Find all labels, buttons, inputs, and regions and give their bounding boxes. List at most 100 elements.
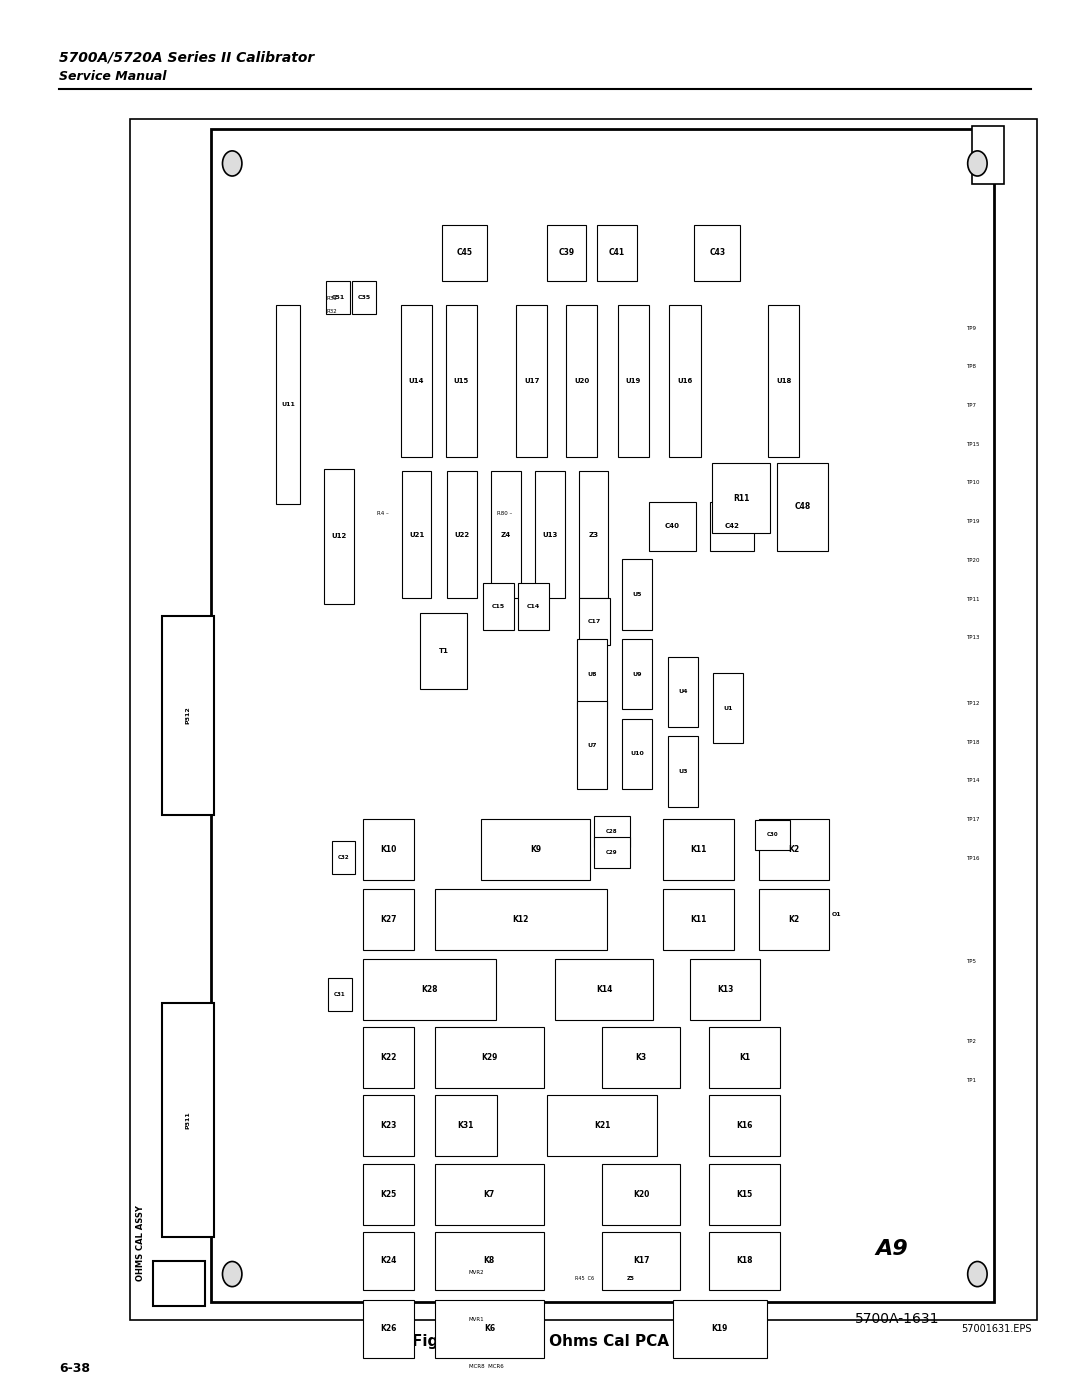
Bar: [491, 471, 521, 598]
Text: C28: C28: [606, 828, 618, 834]
Text: K6: K6: [484, 1324, 495, 1334]
Text: TP10: TP10: [967, 481, 980, 485]
Text: K12: K12: [513, 915, 529, 923]
Text: U20: U20: [575, 377, 590, 384]
Text: U7: U7: [588, 743, 596, 747]
Text: C51: C51: [332, 295, 345, 300]
Bar: [130, 119, 1037, 1320]
Text: T1: T1: [438, 648, 449, 654]
Bar: [328, 978, 352, 1011]
Text: K19: K19: [712, 1324, 728, 1334]
Text: K11: K11: [690, 845, 706, 854]
Text: K28: K28: [421, 985, 438, 995]
Text: U15: U15: [454, 377, 469, 384]
Text: A9: A9: [876, 1239, 908, 1259]
Text: K7: K7: [484, 1189, 495, 1199]
Text: TP19: TP19: [967, 520, 980, 524]
Bar: [670, 305, 701, 457]
Text: O1: O1: [833, 912, 841, 918]
Bar: [690, 960, 760, 1020]
Bar: [153, 1261, 205, 1306]
Text: R33: R33: [326, 296, 337, 302]
Bar: [622, 719, 652, 789]
Bar: [517, 583, 549, 630]
Bar: [548, 225, 586, 281]
Text: TP2: TP2: [967, 1039, 976, 1044]
Text: C32: C32: [338, 855, 350, 859]
Text: C43: C43: [710, 249, 726, 257]
Text: K10: K10: [380, 845, 397, 854]
Bar: [363, 1164, 415, 1225]
Text: TP14: TP14: [967, 778, 980, 784]
Text: C40: C40: [665, 524, 680, 529]
Text: TP17: TP17: [967, 817, 980, 823]
Bar: [618, 305, 649, 457]
Text: K2: K2: [788, 845, 799, 854]
Text: K17: K17: [633, 1256, 649, 1266]
Text: K26: K26: [380, 1324, 397, 1334]
Bar: [446, 305, 477, 457]
Bar: [211, 129, 994, 1302]
Bar: [566, 305, 597, 457]
Text: TP8: TP8: [967, 365, 976, 369]
Bar: [352, 281, 376, 314]
Text: U19: U19: [625, 377, 642, 384]
Text: Figure 6-12. A9 Ohms Cal PCA: Figure 6-12. A9 Ohms Cal PCA: [411, 1334, 669, 1350]
Bar: [710, 1095, 780, 1157]
Text: K23: K23: [380, 1122, 397, 1130]
Text: U14: U14: [408, 377, 424, 384]
Text: C42: C42: [725, 524, 740, 529]
Text: 5700A/5720A Series II Calibrator: 5700A/5720A Series II Calibrator: [59, 50, 314, 64]
Text: K2: K2: [788, 915, 799, 923]
Bar: [363, 888, 415, 950]
Bar: [577, 701, 607, 789]
Text: 6-38: 6-38: [59, 1362, 91, 1375]
Bar: [603, 1164, 680, 1225]
Text: U1: U1: [724, 705, 733, 711]
Bar: [713, 673, 743, 743]
Text: U10: U10: [631, 752, 644, 757]
Bar: [516, 305, 548, 457]
Bar: [447, 471, 477, 598]
Text: TP18: TP18: [967, 740, 980, 745]
Bar: [162, 616, 214, 814]
Bar: [363, 1095, 415, 1157]
Bar: [555, 960, 653, 1020]
Bar: [667, 657, 698, 726]
Text: MVR2: MVR2: [469, 1270, 485, 1275]
Text: C17: C17: [588, 619, 600, 624]
Text: U13: U13: [542, 531, 557, 538]
Bar: [579, 471, 608, 598]
Bar: [759, 819, 829, 880]
Bar: [622, 559, 652, 630]
Circle shape: [222, 151, 242, 176]
Text: P311: P311: [186, 1111, 190, 1129]
Text: TP16: TP16: [967, 856, 980, 861]
Text: TP11: TP11: [967, 597, 980, 602]
Text: K27: K27: [380, 915, 397, 923]
Bar: [597, 225, 636, 281]
Bar: [481, 819, 591, 880]
Text: R11: R11: [733, 493, 750, 503]
Text: U12: U12: [332, 534, 347, 539]
Text: K14: K14: [596, 985, 612, 995]
Text: U21: U21: [409, 531, 424, 538]
Bar: [276, 305, 300, 504]
Text: U5: U5: [633, 592, 643, 597]
Bar: [594, 837, 630, 868]
Bar: [535, 471, 565, 598]
Bar: [434, 888, 607, 950]
Text: C39: C39: [558, 249, 575, 257]
Bar: [972, 126, 1004, 184]
Circle shape: [968, 151, 987, 176]
Bar: [694, 225, 740, 281]
Text: TP5: TP5: [967, 960, 976, 964]
Text: K3: K3: [636, 1053, 647, 1063]
Bar: [363, 1299, 415, 1358]
Text: U9: U9: [633, 672, 643, 676]
Bar: [577, 638, 607, 710]
Bar: [622, 638, 652, 710]
Text: 5700A-1631: 5700A-1631: [855, 1312, 940, 1326]
Text: U18: U18: [777, 377, 792, 384]
Text: P312: P312: [186, 707, 190, 724]
